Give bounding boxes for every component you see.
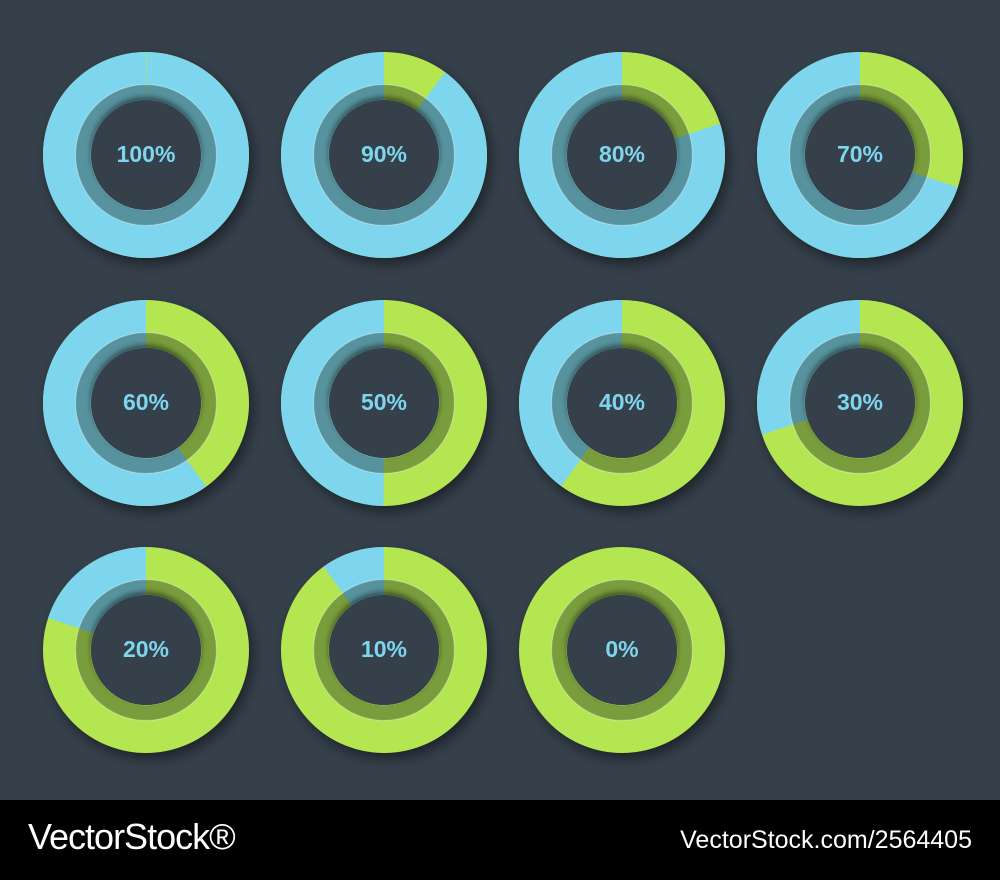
inner-edge — [74, 331, 218, 475]
inner-edge — [312, 578, 456, 722]
value-arc — [519, 52, 725, 258]
value-label: 40% — [599, 389, 645, 415]
donut: 60% — [43, 300, 249, 506]
hole — [805, 348, 915, 458]
inner-band — [789, 84, 931, 226]
inner-edge — [312, 331, 456, 475]
hole — [91, 100, 201, 210]
brand: VectorStock® — [28, 816, 236, 857]
donut: 70% — [757, 52, 963, 258]
hole — [567, 595, 677, 705]
value-arc — [519, 300, 725, 506]
inner-band — [789, 332, 931, 474]
value-arc — [43, 300, 249, 506]
hole — [567, 348, 677, 458]
value-label: 90% — [361, 141, 407, 167]
value-label: 30% — [837, 389, 883, 415]
inner-edge — [550, 331, 694, 475]
hole — [805, 100, 915, 210]
image-id: VectorStock.com/2564405 — [680, 826, 972, 854]
remainder-arc — [519, 547, 725, 753]
value-label: 20% — [123, 636, 169, 662]
inner-band — [313, 579, 455, 721]
inner-band — [75, 332, 217, 474]
donut: 40% — [519, 300, 725, 506]
hole — [329, 100, 439, 210]
value-arc — [757, 52, 963, 258]
donut: 50% — [281, 300, 487, 506]
hole — [567, 100, 677, 210]
donut: 30% — [757, 300, 963, 506]
donut: 80% — [519, 52, 725, 258]
inner-band — [75, 84, 217, 226]
inner-edge — [550, 83, 694, 227]
donut: 20% — [43, 547, 249, 753]
value-label: 10% — [361, 636, 407, 662]
inner-band — [551, 332, 693, 474]
footer: VectorStock® VectorStock.com/2564405 — [0, 800, 1000, 880]
donut: 100% — [43, 52, 249, 258]
value-label: 80% — [599, 141, 645, 167]
inner-edge — [74, 578, 218, 722]
hole — [91, 595, 201, 705]
hole — [91, 348, 201, 458]
inner-band — [313, 332, 455, 474]
donut: 10% — [281, 547, 487, 753]
chart-grid: 100% 90% 80% 70% 60% 50% 40% 30% 20% 10% 0% — [43, 52, 963, 753]
value-arc — [43, 547, 249, 753]
hole — [329, 348, 439, 458]
value-arc — [757, 300, 963, 506]
value-arc — [281, 52, 487, 258]
inner-edge — [550, 578, 694, 722]
value-label: 70% — [837, 141, 883, 167]
inner-band — [551, 579, 693, 721]
inner-edge — [788, 83, 932, 227]
donut: 90% — [281, 52, 487, 258]
inner-band — [313, 84, 455, 226]
inner-edge — [74, 83, 218, 227]
hole — [329, 595, 439, 705]
value-label: 0% — [605, 636, 638, 662]
value-arc — [281, 547, 487, 753]
value-label: 60% — [123, 389, 169, 415]
value-arc — [281, 300, 487, 506]
value-arc — [43, 52, 249, 258]
inner-edge — [312, 83, 456, 227]
inner-band — [551, 84, 693, 226]
inner-band — [75, 579, 217, 721]
inner-edge — [788, 331, 932, 475]
donut: 0% — [519, 547, 725, 753]
value-label: 100% — [117, 141, 176, 167]
value-label: 50% — [361, 389, 407, 415]
